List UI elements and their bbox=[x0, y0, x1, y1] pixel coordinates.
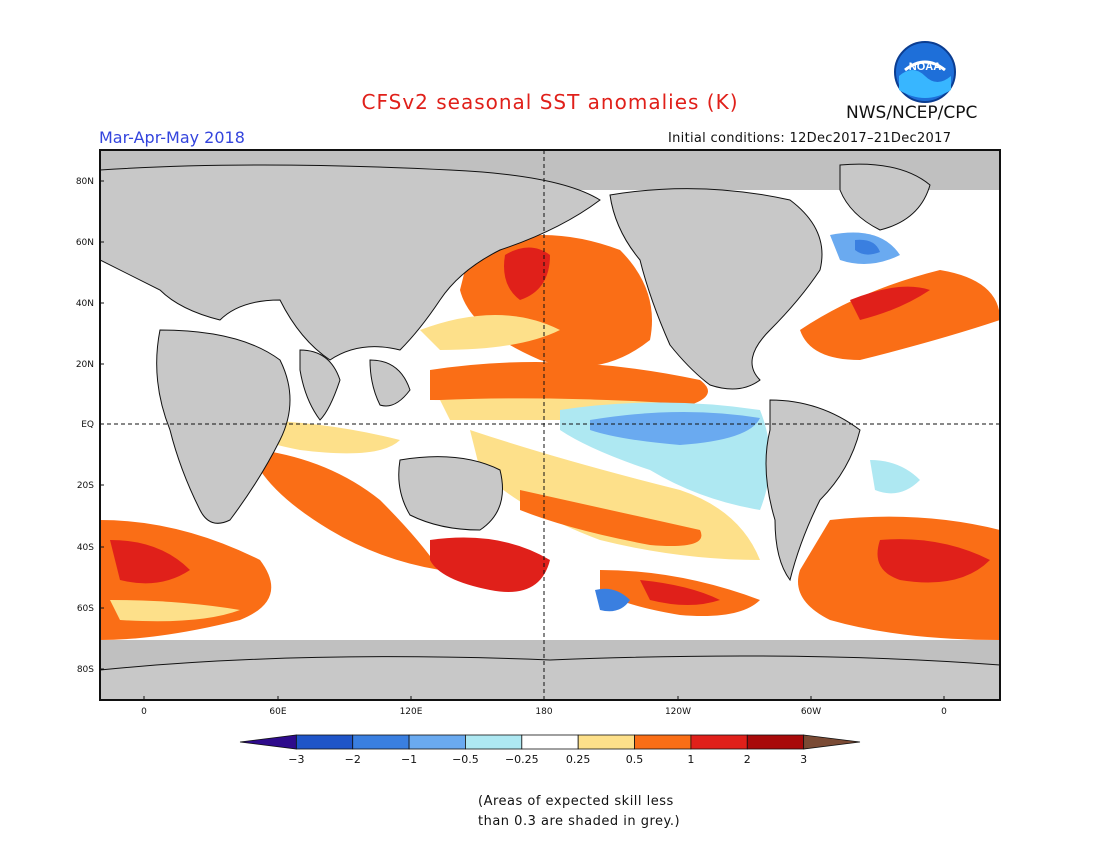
initial-conditions-label: Initial conditions: 12Dec2017–21Dec2017 bbox=[668, 131, 952, 146]
colorbar bbox=[239, 734, 861, 750]
south-america bbox=[765, 399, 861, 582]
lat-label: 20N bbox=[76, 360, 94, 370]
se-pacific-strong bbox=[640, 580, 720, 605]
lon-label: 0 bbox=[941, 707, 947, 717]
colorbar-swatch bbox=[634, 734, 692, 750]
north-pacific-yellow bbox=[420, 315, 560, 350]
continents bbox=[100, 163, 1000, 700]
s-atlantic-strong bbox=[877, 539, 990, 583]
footnote: (Areas of expected skill less than 0.3 a… bbox=[478, 792, 680, 832]
colorbar-tick-label: −0.25 bbox=[505, 753, 539, 766]
australia bbox=[398, 456, 503, 531]
colorbar-swatch bbox=[295, 734, 354, 750]
noaa-logo-text: NOAA bbox=[909, 61, 941, 73]
lon-label: 0 bbox=[141, 707, 147, 717]
colorbar-swatch bbox=[577, 734, 635, 750]
colorbar-labels: −3 −2 −1 −0.5 −0.25 0.25 0.5 1 2 3 bbox=[288, 753, 807, 766]
south-atlantic-cool bbox=[870, 460, 920, 494]
southern-ocean-yellow bbox=[110, 600, 240, 622]
lat-label: 60N bbox=[76, 238, 94, 248]
colorbar-swatch bbox=[465, 734, 523, 750]
lat-label: 80N bbox=[76, 177, 94, 187]
indian-ocean-orange bbox=[260, 450, 440, 570]
southern-ocean-west-strong bbox=[110, 540, 190, 584]
season-label: Mar-Apr-May 2018 bbox=[99, 128, 245, 147]
s-indian-strong bbox=[430, 537, 550, 592]
lon-label: 60E bbox=[269, 707, 286, 717]
colorbar-tick-label: 1 bbox=[687, 753, 694, 766]
colorbar-swatch bbox=[803, 734, 861, 750]
anomaly-regions bbox=[100, 232, 1000, 640]
africa bbox=[156, 329, 291, 524]
north-america bbox=[609, 188, 823, 390]
sw-pacific-blue bbox=[595, 588, 630, 612]
colorbar-swatch bbox=[521, 734, 579, 750]
nw-pacific-band bbox=[430, 362, 708, 405]
noaa-logo: NOAA bbox=[894, 41, 956, 103]
colorbar-swatch bbox=[239, 734, 297, 750]
lon-label: 120W bbox=[665, 707, 691, 717]
lat-label: 40S bbox=[77, 543, 94, 553]
lat-label: 60S bbox=[77, 604, 94, 614]
lat-label: 20S bbox=[77, 481, 94, 491]
lon-label: 120E bbox=[400, 707, 423, 717]
lon-label: 180 bbox=[535, 707, 552, 717]
colorbar-tick-label: −3 bbox=[288, 753, 304, 766]
colorbar-tick-label: 3 bbox=[800, 753, 807, 766]
chart-title: CFSv2 seasonal SST anomalies (K) bbox=[361, 90, 739, 114]
n-atlantic-warm bbox=[800, 270, 1000, 360]
eq-pacific-blue bbox=[590, 411, 760, 445]
lat-label: EQ bbox=[81, 420, 94, 430]
colorbar-tick-label: 2 bbox=[744, 753, 751, 766]
lat-label: 40N bbox=[76, 299, 94, 309]
footnote-line-1: (Areas of expected skill less bbox=[478, 794, 674, 809]
n-atlantic-blue bbox=[855, 239, 880, 255]
colorbar-tick-label: −2 bbox=[345, 753, 361, 766]
n-atlantic-strong bbox=[850, 286, 930, 320]
colorbar-swatch bbox=[408, 734, 466, 750]
footnote-line-2: than 0.3 are shaded in grey.) bbox=[478, 814, 681, 829]
colorbar-tick-label: −0.5 bbox=[452, 753, 479, 766]
north-pacific-strong bbox=[504, 247, 550, 300]
greenland bbox=[839, 163, 931, 231]
colorbar-swatch bbox=[746, 734, 805, 750]
latitude-axis: 80N 60N 40N 20N EQ 20S 40S 60S 80S bbox=[76, 177, 104, 675]
southeast-asia bbox=[369, 359, 411, 407]
colorbar-tick-label: 0.25 bbox=[566, 753, 591, 766]
colorbar-swatch bbox=[690, 734, 748, 750]
agency-label: NWS/NCEP/CPC bbox=[846, 103, 978, 123]
europe-asia bbox=[100, 164, 601, 361]
antarctica bbox=[100, 655, 1000, 700]
lon-label: 60W bbox=[801, 707, 821, 717]
colorbar-tick-label: −1 bbox=[401, 753, 417, 766]
map-field bbox=[100, 150, 1000, 700]
south-pacific-orange bbox=[520, 490, 702, 546]
colorbar-swatch bbox=[352, 734, 410, 750]
colorbar-tick-label: 0.5 bbox=[626, 753, 644, 766]
longitude-axis: 0 60E 120E 180 120W 60W 0 bbox=[141, 696, 947, 717]
india bbox=[299, 349, 341, 421]
lat-label: 80S bbox=[77, 665, 94, 675]
map-frame bbox=[99, 149, 1001, 701]
